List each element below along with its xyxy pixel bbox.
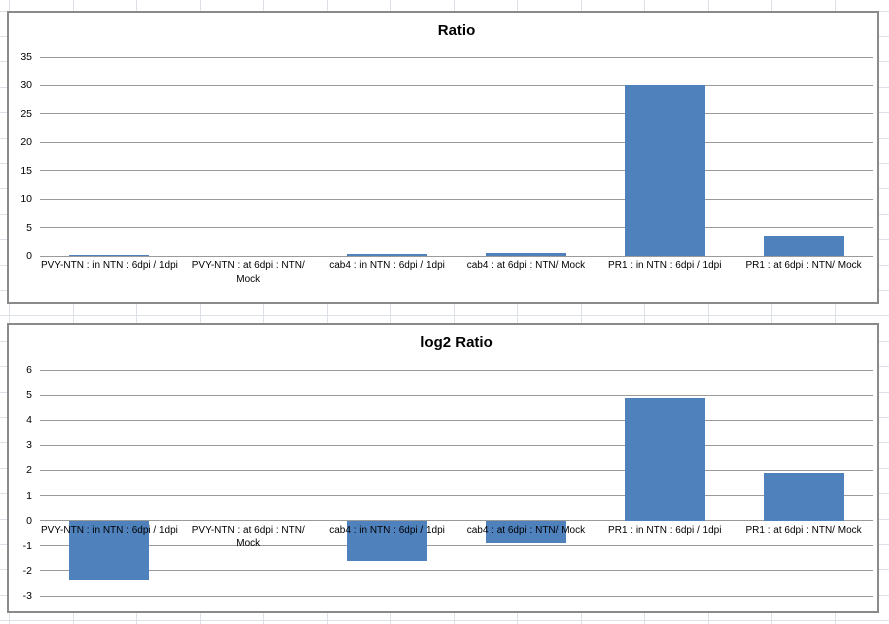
gridline (40, 520, 873, 522)
sheet-column-line (644, 0, 645, 624)
y-tick-label: -1 (22, 539, 32, 552)
gridline (40, 595, 873, 597)
bar[interactable] (485, 252, 566, 256)
y-tick-label: 6 (26, 364, 32, 376)
gridline (40, 570, 873, 572)
y-tick-label: 30 (20, 79, 32, 92)
gridline (40, 545, 873, 547)
y-tick-label: 3 (26, 439, 32, 452)
sheet-column-line (771, 0, 772, 624)
gridline (40, 419, 873, 421)
x-category-label: PVY-NTN : at 6dpi : NTN/ Mock (191, 524, 305, 550)
y-tick-label: 20 (20, 136, 32, 149)
y-tick-label: 35 (20, 51, 32, 63)
x-category-label: PR1 : in NTN : 6dpi / 1dpi (608, 260, 722, 271)
y-tick-label: 25 (20, 107, 32, 120)
y-tick-label: 5 (26, 221, 32, 234)
y-tick-label: 2 (26, 464, 32, 477)
ratio-chart[interactable]: Ratio 0 5 10 15 20 25 30 35 PVY-NTN : in NTN : 6… (7, 11, 879, 304)
x-category-label: cab4 : in NTN : 6dpi / 1dpi (329, 260, 445, 271)
y-tick-label: 15 (20, 164, 32, 177)
bar[interactable] (624, 397, 705, 521)
gridline (40, 469, 873, 471)
gridline (40, 255, 873, 257)
chart-title-log2-ratio: log2 Ratio (420, 334, 493, 351)
bar[interactable] (347, 254, 428, 256)
gridline (40, 394, 873, 396)
bar[interactable] (347, 520, 428, 561)
gridline (40, 56, 873, 58)
sheet-column-line (390, 0, 391, 624)
y-tick-label: 5 (26, 389, 32, 402)
x-category-label: PR1 : at 6dpi : NTN/ Mock (745, 524, 862, 536)
sheet-column-line (834, 0, 836, 624)
x-category-label: PVY-NTN : in NTN : 6dpi / 1dpi (40, 524, 178, 536)
y-tick-label: 4 (26, 414, 32, 427)
bar[interactable] (763, 472, 844, 521)
sheet-column-line (453, 0, 455, 624)
sheet-column-line (517, 0, 518, 624)
sheet-column-line (263, 0, 264, 624)
gridline (40, 444, 873, 446)
chart-title-ratio: Ratio (437, 22, 476, 39)
y-tick-label: 10 (20, 193, 32, 206)
y-tick-label: -3 (22, 590, 32, 602)
bar[interactable] (69, 254, 150, 256)
x-category-label: PVY-NTN : at 6dpi : NTN/ Mock (191, 260, 305, 285)
sheet-column-line (136, 0, 137, 624)
sheet-column-line (199, 0, 201, 624)
gridline (40, 495, 873, 497)
gridline (40, 141, 873, 143)
gridline (40, 369, 873, 371)
gridline (40, 170, 873, 172)
x-category-label: PR1 : at 6dpi : NTN/ Mock (745, 260, 862, 271)
bar[interactable] (624, 85, 705, 256)
y-tick-label: -2 (22, 564, 32, 577)
sheet-row-line (0, 620, 889, 622)
gridline (40, 113, 873, 115)
gridline (40, 227, 873, 229)
sheet-column-line (72, 0, 74, 624)
sheet-column-line (326, 0, 328, 624)
x-category-label: PVY-NTN : in NTN : 6dpi / 1dpi (40, 260, 178, 271)
gridline (40, 84, 873, 86)
x-category-label: cab4 : at 6dpi : NTN/ Mock (466, 524, 586, 536)
sheet-column-line (9, 0, 10, 624)
y-tick-label: 0 (26, 250, 32, 262)
sheet-column-line (580, 0, 582, 624)
log2-ratio-chart[interactable]: log2 Ratio -3 -2 -1 0 1 2 3 4 5 6 PVY-NTN : in NTN… (7, 323, 879, 613)
y-tick-label: 1 (26, 489, 32, 502)
gridline (40, 198, 873, 200)
bar[interactable] (69, 520, 150, 580)
y-tick-label: 0 (26, 514, 32, 527)
sheet-row-line (0, 315, 889, 317)
x-category-label: cab4 : at 6dpi : NTN/ Mock (466, 260, 586, 271)
sheet-column-line (707, 0, 709, 624)
bar[interactable] (485, 520, 566, 544)
bar[interactable] (763, 235, 844, 256)
x-category-label: cab4 : in NTN : 6dpi / 1dpi (329, 524, 445, 536)
x-category-label: PR1 : in NTN : 6dpi / 1dpi (608, 524, 722, 536)
